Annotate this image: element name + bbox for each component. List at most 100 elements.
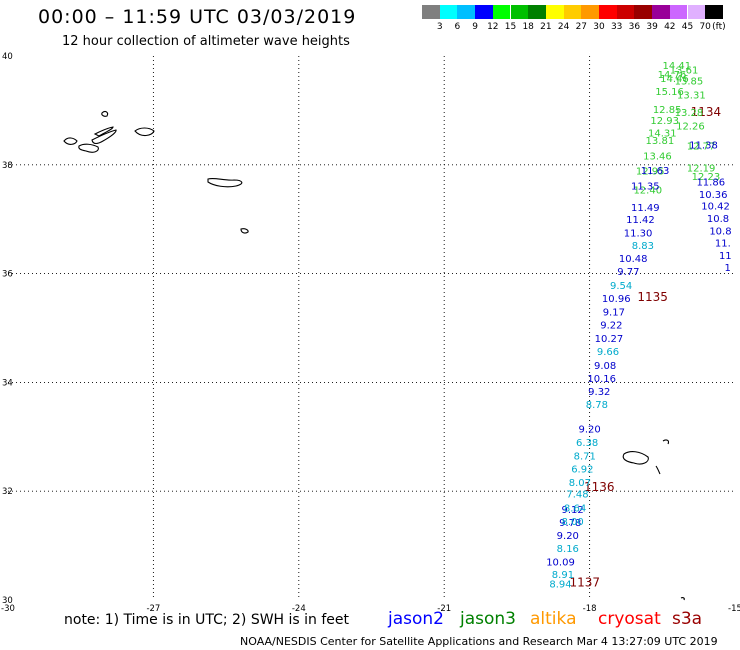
colorbar-swatch: [599, 5, 617, 19]
wave-height-label: 12.85: [653, 105, 682, 116]
wave-height-label: 13.81: [646, 136, 675, 147]
track-time-label: 1137: [569, 575, 600, 589]
colorbar-tick-label: 36: [628, 22, 641, 32]
colorbar-swatch: [422, 5, 440, 19]
y-tick-label: 32: [2, 487, 13, 497]
wave-height-label: 8.64: [564, 503, 586, 514]
wave-height-label: 15.16: [655, 87, 684, 98]
wave-height-label: 6.92: [571, 465, 593, 476]
map-grid: [8, 56, 735, 600]
colorbar-swatch: [475, 5, 493, 19]
wave-height-label: 8.71: [574, 452, 596, 463]
wave-height-label: 11.30: [624, 229, 653, 240]
island-sjorge: [93, 126, 114, 137]
wave-height-label: 10.16: [587, 374, 616, 385]
wave-height-label: 8.78: [586, 400, 608, 411]
colorbar-swatch: [652, 5, 670, 19]
x-tick-label: -21: [437, 604, 451, 614]
track-time-label: 1136: [584, 480, 615, 494]
wave-height-label: 12.93: [650, 116, 679, 127]
legend-item: jason2: [388, 609, 444, 629]
y-tick-label: 30: [2, 596, 13, 606]
colorbar-swatch: [669, 5, 688, 19]
wave-height-label: 13.28: [675, 108, 704, 119]
wave-height-label: 12.26: [676, 121, 705, 132]
wave-height-label: 12.40: [633, 186, 662, 197]
units-note: note: 1) Time is in UTC; 2) SWH is in fe…: [64, 612, 350, 628]
wave-height-label: 9.20: [557, 531, 579, 542]
wave-height-label: 12.23: [692, 172, 721, 183]
colorbar-tick-label: 30: [593, 22, 605, 32]
colorbar-tick-label: 33: [610, 22, 623, 32]
wave-height-label: 11.: [715, 238, 731, 249]
colorbar-swatch: [705, 5, 723, 19]
wave-height-label: 10.8: [709, 226, 731, 237]
wave-height-label: 12.77: [687, 142, 716, 153]
island-corvo: [101, 111, 109, 117]
wave-height-label: 13.61: [670, 65, 699, 76]
colorbar-swatch: [510, 5, 529, 19]
wave-height-label: 11.35: [631, 181, 660, 192]
island-smaria: [240, 228, 249, 234]
colorbar-tick-label: 12: [487, 22, 499, 32]
wave-height-label: 14.76: [658, 70, 687, 81]
colorbar-swatch: [687, 5, 706, 19]
colorbar-tick-label: 39: [646, 22, 658, 32]
wave-height-label: 1: [725, 263, 731, 274]
wave-height-label: 10.42: [701, 201, 730, 212]
wave-height-label: 13.85: [675, 76, 704, 87]
legend-item: jason3: [460, 609, 516, 629]
colorbar-tick-label: 27: [575, 22, 588, 32]
wave-height-label: 10.8: [707, 214, 729, 225]
track-time-label: 1135: [637, 290, 668, 304]
y-tick-label: 36: [2, 270, 13, 280]
wave-height-label: 8.07: [569, 478, 591, 489]
colorbar-tick-label: 3: [436, 22, 443, 32]
wave-height-label: 12.95: [636, 167, 665, 178]
wave-height-label: 9.12: [562, 505, 584, 516]
x-tick-label: -18: [583, 604, 597, 614]
wave-height-label: 11.38: [689, 140, 718, 151]
colorbar-unit-label: (ft): [712, 22, 726, 32]
island-desertas: [655, 465, 661, 475]
page-title: 00:00 – 11:59 UTC 03/03/2019: [38, 6, 357, 28]
colorbar-tick-label: 18: [522, 22, 534, 32]
colorbar-swatch: [457, 5, 476, 19]
legend-item: altika: [530, 609, 577, 629]
legend-item: s3a: [672, 609, 703, 629]
colorbar-swatch: [581, 5, 599, 19]
wave-height-label: 10.96: [602, 294, 631, 305]
wave-height-label: 14.46: [660, 74, 689, 85]
island-smiguel: [207, 177, 243, 188]
wave-height-label: 9.22: [600, 321, 622, 332]
wave-height-label: 9.20: [578, 424, 600, 435]
wave-height-label: 9.66: [597, 347, 619, 358]
x-tick-label: -27: [146, 604, 160, 614]
wave-height-label: 10.36: [699, 190, 728, 201]
wave-height-label: 9.08: [594, 361, 616, 372]
island-faial: [78, 143, 99, 153]
island-terceira: [134, 127, 155, 137]
track-time-labels: 1134 1135 1136 1137: [569, 105, 721, 590]
colorbar-tick-label: 70: [699, 22, 711, 32]
colorbar-tick-label: 21: [540, 22, 552, 32]
wave-height-label: 10.09: [546, 558, 575, 569]
colorbar-swatch: [439, 5, 458, 19]
island-porto-santo: [662, 439, 670, 445]
colorbar-swatch: [528, 5, 546, 19]
footer-credit: NOAA/NESDIS Center for Satellite Applica…: [240, 635, 718, 648]
wave-height-label: 8.16: [557, 544, 579, 555]
wave-height-label: 9.78: [559, 518, 581, 529]
y-tick-label: 40: [2, 52, 13, 62]
wave-height-label: 7.48: [566, 490, 588, 501]
colorbar-tick-label: 6: [454, 22, 461, 32]
wave-height-label: 12.19: [687, 163, 716, 174]
axes-labels: -30 -27 -24 -21 -18 -15 30 32 34 36 38 40: [1, 52, 740, 614]
track-time-label: 1134: [691, 105, 722, 119]
wave-height-label: 14.41: [663, 61, 692, 72]
wave-height-label: 9.77: [617, 267, 639, 278]
wave-height-label: 8.83: [632, 241, 654, 252]
colorbar-swatch: [616, 5, 635, 19]
x-tick-label: -24: [292, 604, 306, 614]
